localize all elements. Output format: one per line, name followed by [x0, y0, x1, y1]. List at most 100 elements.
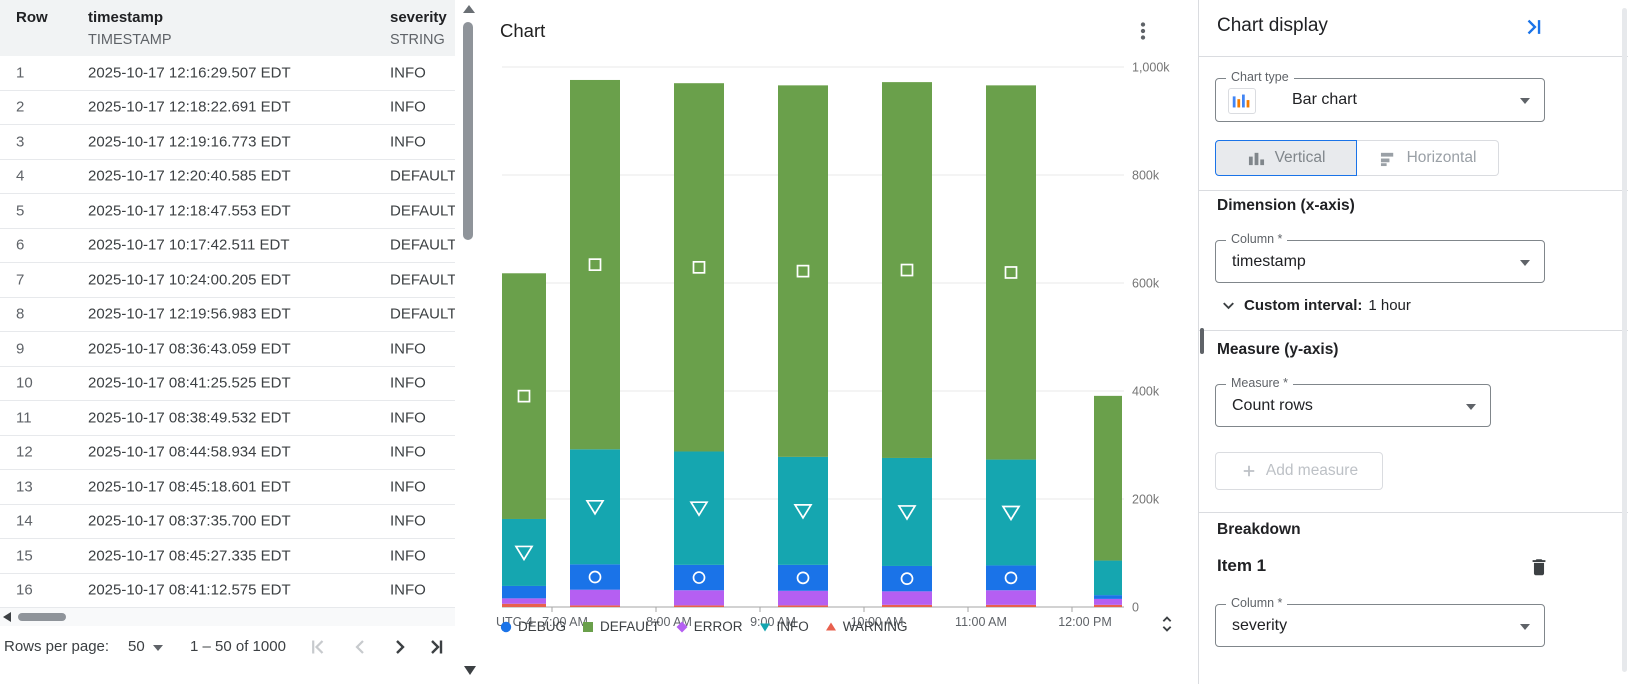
chart-type-label: Chart type — [1226, 70, 1294, 84]
add-measure-button[interactable]: Add measure — [1215, 452, 1383, 490]
table-row: 9 2025-10-17 08:36:43.059 EDT INFO — [0, 332, 455, 367]
add-measure-label: Add measure — [1265, 462, 1359, 479]
unfold-more-icon — [1162, 616, 1172, 632]
x-axis-label: 7:00 AM — [542, 615, 588, 629]
circle-marker-icon — [588, 570, 602, 584]
settings-scrollbar-thumb[interactable] — [1622, 8, 1627, 672]
y-axis-label: 800k — [1132, 169, 1160, 183]
rows-per-page-label: Rows per page: — [4, 638, 110, 655]
timestamp-cell: 2025-10-17 08:37:35.700 EDT — [88, 512, 291, 530]
bar-segment-default — [502, 273, 546, 519]
bar-segment-default — [1094, 395, 1122, 561]
measure-select[interactable]: Measure * Count rows — [1215, 376, 1491, 427]
pagination-range-label: 1 – 50 of 1000 — [190, 638, 286, 655]
column-label: Column * — [1226, 232, 1288, 246]
square-marker-icon — [796, 264, 810, 278]
horizontal-label: Horizontal — [1406, 149, 1477, 166]
plus-icon — [1243, 465, 1255, 477]
divider — [1199, 56, 1628, 57]
chart-legend: DEBUG DEFAULT ERROR INFO WARNING — [500, 619, 908, 634]
custom-interval-toggle[interactable]: Custom interval: 1 hour — [1219, 296, 1411, 315]
y-axis-label: 1,000k — [1132, 61, 1170, 75]
table-body: 1 2025-10-17 12:16:29.507 EDT INFO 2 2025-10… — [0, 56, 455, 608]
bar-segment-default — [986, 85, 1036, 460]
divider — [1199, 330, 1628, 331]
vertical-scrollbar-thumb[interactable] — [463, 22, 473, 240]
last-page-icon — [431, 640, 443, 654]
rows-per-page-select[interactable]: 50 — [128, 638, 163, 655]
y-axis-label: 400k — [1132, 385, 1160, 399]
column-name: Row — [16, 9, 48, 26]
bar-segment-debug — [570, 564, 620, 590]
chevron-down-icon — [1223, 302, 1234, 310]
bar-segment-default — [674, 83, 724, 452]
severity-cell: INFO — [390, 340, 426, 358]
horizontal-toggle-button[interactable]: Horizontal — [1357, 140, 1499, 176]
severity-cell: INFO — [390, 409, 426, 427]
row-number-cell: 5 — [16, 202, 25, 220]
diamond-icon — [676, 621, 688, 632]
divider — [1199, 512, 1628, 513]
bar-segment-info — [502, 518, 546, 586]
delete-breakdown-button[interactable] — [1528, 556, 1550, 578]
triangle-down-marker-icon — [689, 501, 709, 517]
scroll-down-icon[interactable] — [464, 666, 476, 675]
last-page-button[interactable] — [424, 635, 448, 659]
bar-segment-debug — [778, 564, 828, 591]
panel-resize-handle[interactable] — [1200, 328, 1204, 354]
bar-segment-debug — [882, 565, 932, 592]
horizontal-scrollbar-thumb[interactable] — [18, 613, 66, 621]
chevron-down-icon — [1520, 98, 1530, 104]
previous-page-button[interactable] — [348, 635, 372, 659]
scroll-up-icon[interactable] — [463, 5, 475, 13]
close-panel-button[interactable] — [1523, 16, 1545, 38]
row-number-cell: 16 — [16, 581, 33, 599]
bar-chart-icon — [1228, 88, 1256, 114]
measure-value: Count rows — [1232, 396, 1313, 414]
vertical-scrollbar[interactable] — [455, 0, 482, 684]
table-row: 1 2025-10-17 12:16:29.507 EDT INFO — [0, 56, 455, 91]
table-header: Row timestamp TIMESTAMP severity STRING — [0, 0, 455, 56]
row-number-cell: 3 — [16, 133, 25, 151]
bar-segment-error — [986, 590, 1036, 605]
custom-interval-value: 1 hour — [1368, 297, 1411, 314]
chart-options-button[interactable] — [1130, 18, 1156, 44]
dimension-column-select[interactable]: Column * timestamp — [1215, 232, 1545, 283]
timestamp-cell: 2025-10-17 12:19:56.983 EDT — [88, 305, 291, 323]
scroll-left-icon[interactable] — [3, 612, 11, 622]
vertical-toggle-button[interactable]: Vertical — [1215, 140, 1357, 176]
timestamp-cell: 2025-10-17 12:20:40.585 EDT — [88, 167, 291, 185]
severity-cell: INFO — [390, 133, 426, 151]
table-row: 12 2025-10-17 08:44:58.934 EDT INFO — [0, 436, 455, 470]
bar-segment-debug — [674, 564, 724, 591]
breakdown-column-select[interactable]: Column * severity — [1215, 596, 1545, 647]
chart-type-select[interactable]: Chart type Bar chart — [1215, 70, 1545, 122]
bar-segment-warning — [778, 605, 828, 607]
chevron-down-icon — [1520, 623, 1530, 630]
breakdown-item-label: Item 1 — [1217, 556, 1267, 575]
timestamp-cell: 2025-10-17 12:18:47.553 EDT — [88, 202, 291, 220]
expand-chart-button[interactable] — [1156, 612, 1178, 636]
next-page-button[interactable] — [388, 635, 412, 659]
triangle-up-icon — [825, 622, 836, 630]
chart-display-panel: Chart display Chart type Bar chart Verti… — [1198, 0, 1628, 684]
x-axis-label: 10:00 AM — [851, 615, 904, 629]
y-axis-label: 600k — [1132, 277, 1160, 291]
table-row: 6 2025-10-17 10:17:42.511 EDT DEFAULT — [0, 229, 455, 263]
triangle-down-icon — [759, 623, 770, 631]
bar-segment-info — [986, 459, 1036, 566]
bar-segment-info — [570, 449, 620, 565]
timestamp-cell: 2025-10-17 10:17:42.511 EDT — [88, 236, 290, 254]
results-table-panel: Row timestamp TIMESTAMP severity STRING … — [0, 0, 482, 684]
triangle-down-marker-icon — [793, 504, 813, 520]
timestamp-cell: 2025-10-17 08:41:12.575 EDT — [88, 581, 291, 599]
bar-segment-error — [1094, 598, 1122, 605]
bar-segment-error — [882, 591, 932, 605]
first-page-icon — [312, 640, 324, 654]
bar-segment-debug — [986, 565, 1036, 591]
severity-cell: INFO — [390, 581, 426, 599]
horizontal-scrollbar[interactable] — [0, 608, 472, 626]
first-page-button[interactable] — [306, 635, 330, 659]
divider — [1199, 190, 1628, 191]
bar-segment-warning — [882, 604, 932, 607]
